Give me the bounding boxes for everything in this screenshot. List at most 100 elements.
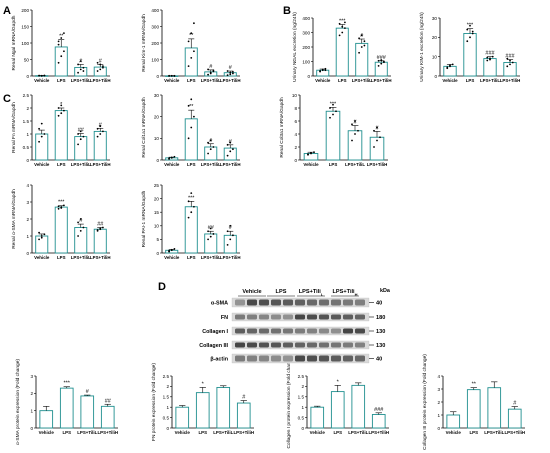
panel-label-d: D <box>158 281 166 293</box>
blot-band <box>283 314 293 320</box>
significance-mark: # <box>79 218 83 224</box>
y-axis-title: Collagen I protein expression (Fold chan… <box>286 355 292 448</box>
chart-0: 0 50 100 150 200 Renal Ngal mRNA/Gapdh Vehicle… <box>11 8 111 83</box>
y-tick-label: 0 <box>434 74 437 79</box>
data-point <box>212 69 215 72</box>
data-point <box>377 64 380 67</box>
blot-band <box>259 328 269 334</box>
data-point <box>43 233 46 236</box>
x-tick-label: LPS <box>187 255 196 260</box>
significance-mark: # <box>79 58 83 64</box>
data-point <box>102 226 104 229</box>
y-tick-label: 1 <box>26 132 29 137</box>
x-tick-label: LPS <box>338 78 347 83</box>
data-point <box>99 125 102 128</box>
significance-mark: *** <box>188 195 195 201</box>
x-tick-label: Vehicle <box>446 430 462 435</box>
x-tick-label: LPS+TiliH <box>90 255 111 260</box>
y-tick-label: 2 <box>30 391 33 396</box>
blot-band <box>319 355 329 362</box>
data-point <box>506 65 509 68</box>
x-tick-label: LPS+TiliL <box>71 78 91 83</box>
x-tick-label: LPS <box>466 78 475 83</box>
y-tick-label: 0 <box>301 426 304 431</box>
data-point <box>491 55 494 58</box>
y-axis-title: Collagen III protein expression (Fold ch… <box>422 354 428 450</box>
x-tick-label: Vehicle <box>164 255 180 260</box>
significance-mark: *** <box>330 101 337 107</box>
y-tick-label: 3 <box>437 387 440 392</box>
bar <box>463 33 477 77</box>
x-tick-label: LPS+TiliH <box>504 430 525 435</box>
blot-band <box>331 328 341 334</box>
blot-group-label: Vehicle <box>242 289 261 295</box>
bar <box>330 391 345 429</box>
x-tick-label: LPS+TiliL <box>213 430 233 435</box>
data-point <box>207 73 209 76</box>
blot-band <box>259 314 269 320</box>
data-point <box>96 61 99 64</box>
y-axis-title: α-SMA protein expression (Fold change) <box>15 359 21 445</box>
significance-mark: # <box>513 401 517 407</box>
data-point <box>43 133 46 135</box>
data-point <box>99 227 102 230</box>
data-point <box>209 148 212 151</box>
bar <box>483 58 497 77</box>
y-tick-label: 0.5 <box>298 415 305 420</box>
x-tick-label: Vehicle <box>164 78 180 83</box>
bar <box>310 406 325 429</box>
bar <box>355 42 369 77</box>
blot-band <box>295 314 305 320</box>
blot-band <box>295 299 305 306</box>
x-tick-label: LPS <box>187 78 196 83</box>
data-point <box>471 32 474 35</box>
data-point <box>376 126 378 129</box>
y-tick-label: 2 <box>26 106 29 111</box>
y-tick-label: 0 <box>156 251 159 256</box>
significance-mark: # <box>242 395 246 401</box>
data-point <box>187 104 190 107</box>
data-point <box>376 139 378 142</box>
blot-band <box>331 299 341 306</box>
bar <box>54 110 68 161</box>
data-point <box>82 135 85 138</box>
y-tick-label: 3 <box>30 374 33 379</box>
y-tick-label: 10 <box>292 93 298 98</box>
blot-band <box>295 342 305 348</box>
blot-band <box>307 314 317 320</box>
y-tick-label: 10 <box>154 224 160 229</box>
y-tick-label: 0 <box>26 158 29 163</box>
panel-label-b: B <box>283 5 291 17</box>
data-point <box>38 127 40 130</box>
blot-row-label: α-SMA <box>211 301 228 307</box>
data-point <box>190 126 193 129</box>
blot-band <box>271 355 281 362</box>
data-point <box>57 43 60 46</box>
x-tick-label: LPS <box>187 162 196 167</box>
y-tick-label: 200 <box>151 41 159 46</box>
bar <box>100 405 115 429</box>
bar <box>93 66 107 77</box>
blot-kda-value: 180 <box>376 315 385 321</box>
bar <box>446 414 461 429</box>
y-tick-label: 10 <box>432 54 438 59</box>
data-point <box>193 205 195 208</box>
data-point <box>363 44 366 47</box>
data-point <box>77 221 79 224</box>
data-point <box>358 51 360 54</box>
data-point <box>373 146 375 148</box>
data-point <box>40 135 43 138</box>
data-point <box>344 27 346 30</box>
x-tick-label: LPS <box>57 78 66 83</box>
data-point <box>102 130 104 133</box>
data-point <box>40 235 43 237</box>
x-tick-label: LPS+TiliH <box>90 78 111 83</box>
data-point <box>363 40 366 43</box>
data-point <box>226 243 229 246</box>
y-tick-label: 200 <box>302 45 310 50</box>
x-tick-label: LPS+TiliH <box>371 78 392 83</box>
y-tick-label: 0 <box>156 158 159 163</box>
significance-mark: # <box>99 122 103 128</box>
western-blot: Vehicle LPS LPS+TiliL LPS+TiliH kDa α-SMA 40 FN… <box>199 288 391 364</box>
